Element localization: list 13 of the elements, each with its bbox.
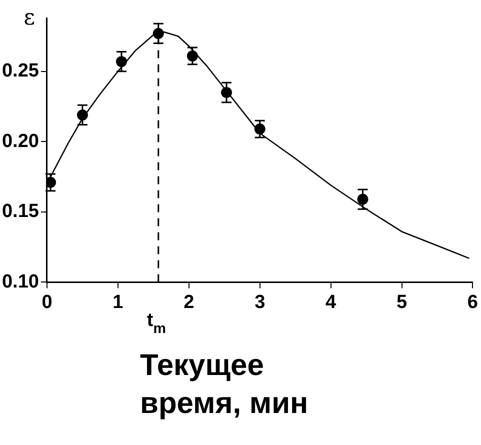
y-tick-label: 0.20 bbox=[2, 130, 39, 152]
x-tick-label: 1 bbox=[112, 292, 124, 313]
x-tick-label: 4 bbox=[326, 292, 337, 313]
x-tick-label: 5 bbox=[396, 292, 408, 313]
x-tick-label: 0 bbox=[42, 292, 52, 313]
y-tick-label: 0.10 bbox=[2, 271, 39, 292]
x-tick-label: 6 bbox=[467, 292, 478, 313]
y-tick-label: 0.15 bbox=[2, 201, 40, 222]
x-tick-label: 2 bbox=[184, 292, 194, 313]
y-axis-title: ε bbox=[24, 6, 35, 31]
x-axis-title: Текущее время, мин bbox=[140, 348, 310, 422]
y-tick-label: 0.25 bbox=[2, 60, 40, 82]
x-tick-label: 3 bbox=[254, 292, 266, 313]
